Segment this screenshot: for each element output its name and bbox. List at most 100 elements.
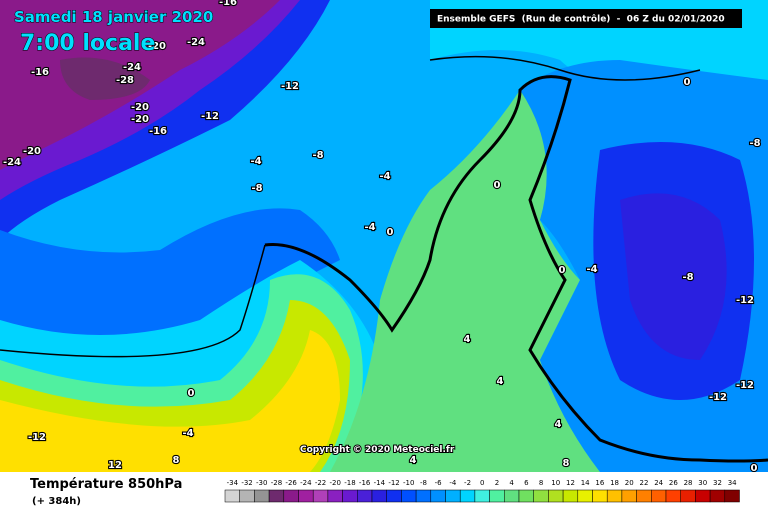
run-info: Ensemble GEFS (Run de contrôle) - 06 Z d… (437, 14, 725, 25)
scale-label: -24 (300, 479, 312, 487)
scale-swatch (430, 489, 446, 503)
scale-swatch (724, 489, 740, 503)
contour-label: -4 (364, 222, 375, 233)
contour-label: -24 (3, 157, 21, 168)
scale-label: -12 (388, 479, 399, 487)
scale-swatch (298, 489, 314, 503)
contour-label: -20 (131, 102, 149, 113)
scale-label: -10 (403, 479, 414, 487)
scale-label: -4 (449, 479, 457, 487)
color-scale: -34 -32 -30 -28 -26 -24 -22 -20 -18 -16 -14 -12 -10-… (224, 479, 740, 503)
map: -16-24-20-16 -24-28-12-20-20 -12-16-24-20-… (0, 0, 768, 475)
contour-label: -24 (187, 37, 205, 48)
scale-label: -8 (420, 479, 427, 487)
scale-label: 0 (480, 479, 484, 487)
contour-label: -4 (379, 171, 390, 182)
contour-label: -12 (281, 81, 299, 92)
run-box (430, 9, 742, 28)
scale-swatch (562, 489, 579, 503)
scale-label: 20 (625, 479, 634, 487)
contour-label: 4 (497, 376, 504, 387)
scale-swatch (680, 489, 696, 503)
scale-swatch (386, 489, 402, 503)
scale-swatch (651, 489, 667, 503)
scale-label: -2 (464, 479, 471, 487)
scale-label: 6 (524, 479, 529, 487)
contour-label: 0 (387, 227, 394, 238)
scale-swatch (254, 489, 270, 503)
labels: -16-24-20-16 -24-28-12-20-20 -12-16-24-20-… (2, 0, 762, 475)
scale-swatch (224, 489, 240, 503)
contour-label: -8 (682, 272, 693, 283)
scale-swatch (548, 489, 564, 503)
scale-label: 14 (581, 479, 590, 487)
contour-label: 0 (494, 180, 501, 191)
contour-label: -24 (123, 62, 141, 73)
scale-swatch (518, 489, 534, 503)
contour-label: 4 (410, 455, 417, 466)
contour-label: -12 (736, 380, 754, 391)
scale-label: 28 (684, 479, 693, 487)
scale-label: -30 (256, 479, 267, 487)
scale-swatch (577, 489, 593, 503)
scale-label: 2 (495, 479, 499, 487)
contour-label: -8 (312, 150, 323, 161)
scale-label: 30 (698, 479, 707, 487)
scale-swatch (636, 489, 652, 503)
contour-label: -4 (586, 264, 597, 275)
scale-label: 24 (654, 479, 663, 487)
scale-swatch (592, 489, 608, 503)
contour-label: 4 (555, 419, 562, 430)
scale-swatch (695, 489, 711, 503)
scale-label: 4 (509, 479, 514, 487)
scale-label: 18 (610, 479, 619, 487)
scale-swatch (504, 489, 520, 503)
scale-swatch (709, 489, 726, 503)
scale-swatch (415, 489, 432, 503)
scale-label: -14 (374, 479, 386, 487)
scale-swatch (327, 489, 343, 503)
contour-label: 0 (751, 463, 758, 474)
scale-label: 26 (669, 479, 678, 487)
scale-label: -20 (330, 479, 341, 487)
scale-label: 12 (566, 479, 575, 487)
scale-swatch (268, 489, 285, 503)
scale-swatch (357, 489, 373, 503)
contour-label: 12 (108, 460, 122, 471)
scale-label: -32 (241, 479, 252, 487)
scale-swatch (401, 489, 417, 503)
time: 7:00 locale (20, 31, 155, 56)
scale-label: 32 (713, 479, 722, 487)
scale-swatch (239, 489, 255, 503)
contour-label: -16 (31, 67, 49, 78)
contour-label: -28 (116, 75, 134, 86)
contour-label: -8 (749, 138, 760, 149)
scale-label: 8 (539, 479, 543, 487)
scale-label: 10 (551, 479, 560, 487)
contour-label: -12 (201, 111, 219, 122)
contour-label: -4 (182, 428, 193, 439)
date: Samedi 18 janvier 2020 (14, 8, 213, 26)
contour-label: -12 (709, 392, 727, 403)
scale-label: -22 (315, 479, 326, 487)
contour-label: -20 (23, 146, 41, 157)
scale-swatch (665, 489, 681, 503)
scale-swatch (489, 489, 505, 503)
contour-label: 0 (188, 388, 195, 399)
scale-swatch (474, 489, 490, 503)
scale-swatch (445, 489, 461, 503)
contour-label: 8 (173, 455, 180, 466)
scale-label: -26 (285, 479, 297, 487)
copyright: Copyright © 2020 Meteociel.fr (300, 445, 455, 455)
contour-label: 4 (464, 334, 471, 345)
contour-label: 0 (559, 265, 566, 276)
scale-label: 22 (639, 479, 648, 487)
scale-swatch (371, 489, 387, 503)
contour-label: -8 (251, 183, 262, 194)
scale-label: -28 (271, 479, 282, 487)
contour-label: -4 (250, 156, 261, 167)
contour-label: -20 (131, 114, 149, 125)
scale-swatch (283, 489, 299, 503)
scale-label: -34 (227, 479, 239, 487)
